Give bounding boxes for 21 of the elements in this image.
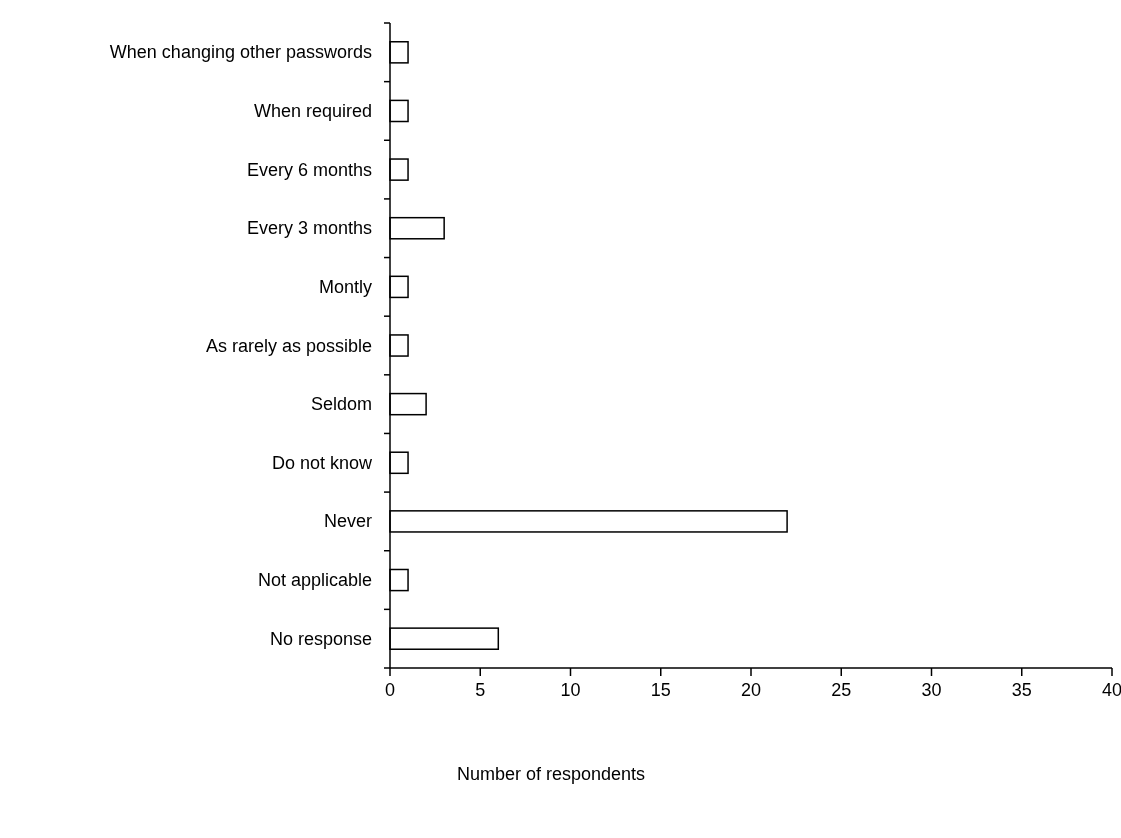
x-tick-label: 35 (1011, 680, 1032, 700)
y-tick-label: As rarely as possible (205, 335, 372, 356)
y-tick-label: When required (253, 100, 372, 121)
y-tick-label: Montly (318, 276, 372, 297)
y-tick-label: Do not know (271, 452, 373, 473)
x-tick-label: 5 (475, 680, 486, 700)
x-tick-label: 40 (1101, 680, 1121, 700)
x-tick-label: 20 (740, 680, 762, 700)
x-tick-label: 25 (831, 680, 852, 700)
y-tick-label: Every 6 months (246, 159, 372, 180)
x-tick-label: 30 (921, 680, 942, 700)
x-axis-title: Number of respondents (456, 764, 646, 784)
x-tick-label: 10 (560, 680, 581, 700)
y-tick-label: When changing other passwords (109, 42, 372, 63)
y-tick-label: Every 3 months (246, 218, 372, 239)
y-tick-label: Seldom (310, 394, 372, 415)
x-tick-label: 0 (384, 680, 396, 700)
x-tick-label: 15 (650, 680, 671, 700)
y-tick-label: No response (269, 628, 372, 649)
y-tick-label: Not applicable (257, 570, 372, 591)
y-tick-label: Never (323, 511, 372, 532)
